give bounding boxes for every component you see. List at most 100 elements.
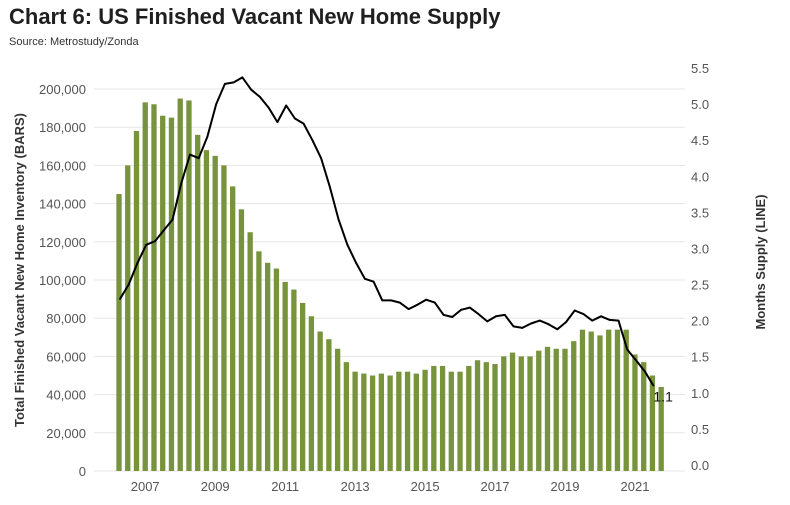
line-point	[337, 218, 340, 221]
line-point	[565, 321, 567, 323]
bar	[326, 339, 332, 471]
line-point	[302, 122, 305, 125]
bar	[649, 375, 656, 471]
line-point	[355, 262, 357, 264]
bar	[536, 350, 542, 471]
bar	[142, 102, 148, 472]
line-point	[294, 117, 296, 120]
right-tick-label: 5.5	[691, 61, 709, 76]
bar	[256, 251, 262, 471]
x-tick-label: 2015	[411, 479, 440, 494]
line-point	[617, 319, 620, 322]
bar	[597, 335, 603, 471]
left-tick-label: 60,000	[46, 349, 86, 364]
line-point	[329, 186, 331, 189]
line-point	[267, 106, 270, 109]
line-series	[119, 76, 655, 387]
bar	[579, 329, 586, 471]
line-point	[468, 306, 471, 309]
bar	[168, 117, 175, 472]
line-point	[241, 76, 244, 79]
left-tick-label: 0	[79, 464, 86, 479]
bar	[474, 360, 481, 471]
line-point	[608, 319, 611, 321]
line-point	[643, 370, 646, 373]
line-point	[556, 328, 559, 331]
bar	[553, 348, 559, 471]
right-tick-label: 4.5	[691, 133, 709, 148]
line-point	[215, 103, 218, 105]
line-point	[180, 182, 183, 185]
bar	[439, 365, 446, 471]
line-point	[154, 240, 156, 243]
line-point	[477, 313, 480, 315]
line-point	[530, 322, 532, 325]
bar	[247, 232, 253, 471]
bar	[562, 348, 568, 471]
line-point	[626, 348, 629, 351]
right-tick-label: 2.5	[691, 278, 709, 293]
bar	[413, 373, 419, 471]
bar	[238, 209, 245, 471]
bar	[203, 150, 210, 471]
bar	[160, 115, 166, 472]
bar	[527, 356, 533, 471]
bar	[658, 386, 664, 471]
end-annotation-label: 1.1	[653, 389, 673, 405]
chart-title: Chart 6: US Finished Vacant New Home Sup…	[9, 4, 501, 29]
bar	[116, 194, 122, 472]
line-point	[206, 135, 209, 138]
line-point	[512, 325, 515, 328]
line-point	[162, 229, 165, 232]
bar	[212, 155, 218, 471]
x-tick-label: 2011	[271, 479, 299, 494]
bar	[483, 362, 489, 471]
bar	[361, 373, 367, 471]
left-tick-label: 120,000	[39, 235, 86, 250]
line-point	[486, 320, 489, 323]
bar	[300, 302, 306, 471]
bar	[606, 329, 612, 471]
bar	[632, 354, 638, 471]
x-tick-label: 2021	[621, 479, 650, 494]
line-point	[407, 308, 410, 310]
left-tick-label: 40,000	[46, 388, 86, 403]
bar	[133, 131, 140, 471]
months-supply-line	[119, 76, 655, 387]
x-tick-label: 2009	[201, 479, 230, 494]
bar	[369, 375, 376, 471]
line-point	[372, 280, 375, 283]
line-point	[416, 303, 419, 306]
bar	[291, 289, 297, 471]
right-tick-label: 2.0	[691, 314, 709, 329]
line-point	[346, 243, 349, 246]
right-tick-label: 4.0	[691, 169, 709, 184]
right-tick-label: 3.5	[691, 205, 709, 220]
line-point	[197, 157, 200, 160]
line-point	[451, 316, 454, 318]
chart-source: Source: Metrostudy/Zonda	[9, 36, 139, 48]
bar	[186, 100, 192, 472]
bar	[509, 352, 516, 471]
bar	[352, 371, 358, 471]
line-point	[320, 157, 322, 160]
right-tick-label: 0.5	[691, 422, 709, 437]
line-point	[600, 315, 602, 318]
line-point	[171, 218, 174, 221]
bar	[518, 356, 524, 471]
line-point	[503, 314, 506, 316]
left-tick-label: 140,000	[39, 197, 86, 212]
bar	[422, 369, 428, 471]
right-axis-label: Months Supply (LINE)	[753, 194, 768, 329]
line-point	[189, 153, 191, 156]
line-point	[390, 299, 392, 302]
bar	[614, 329, 621, 471]
line-point	[232, 81, 235, 84]
left-tick-label: 80,000	[46, 311, 86, 326]
line-point	[547, 323, 550, 326]
bar	[317, 331, 323, 471]
bar	[492, 364, 498, 471]
left-axis-ticks: 0 20,000 40,000 60,000 80,000 100,000 120,000 1…	[39, 82, 86, 479]
left-axis-label: Total Finished Vacant New Home Inventory…	[12, 113, 27, 427]
line-point	[573, 309, 576, 312]
